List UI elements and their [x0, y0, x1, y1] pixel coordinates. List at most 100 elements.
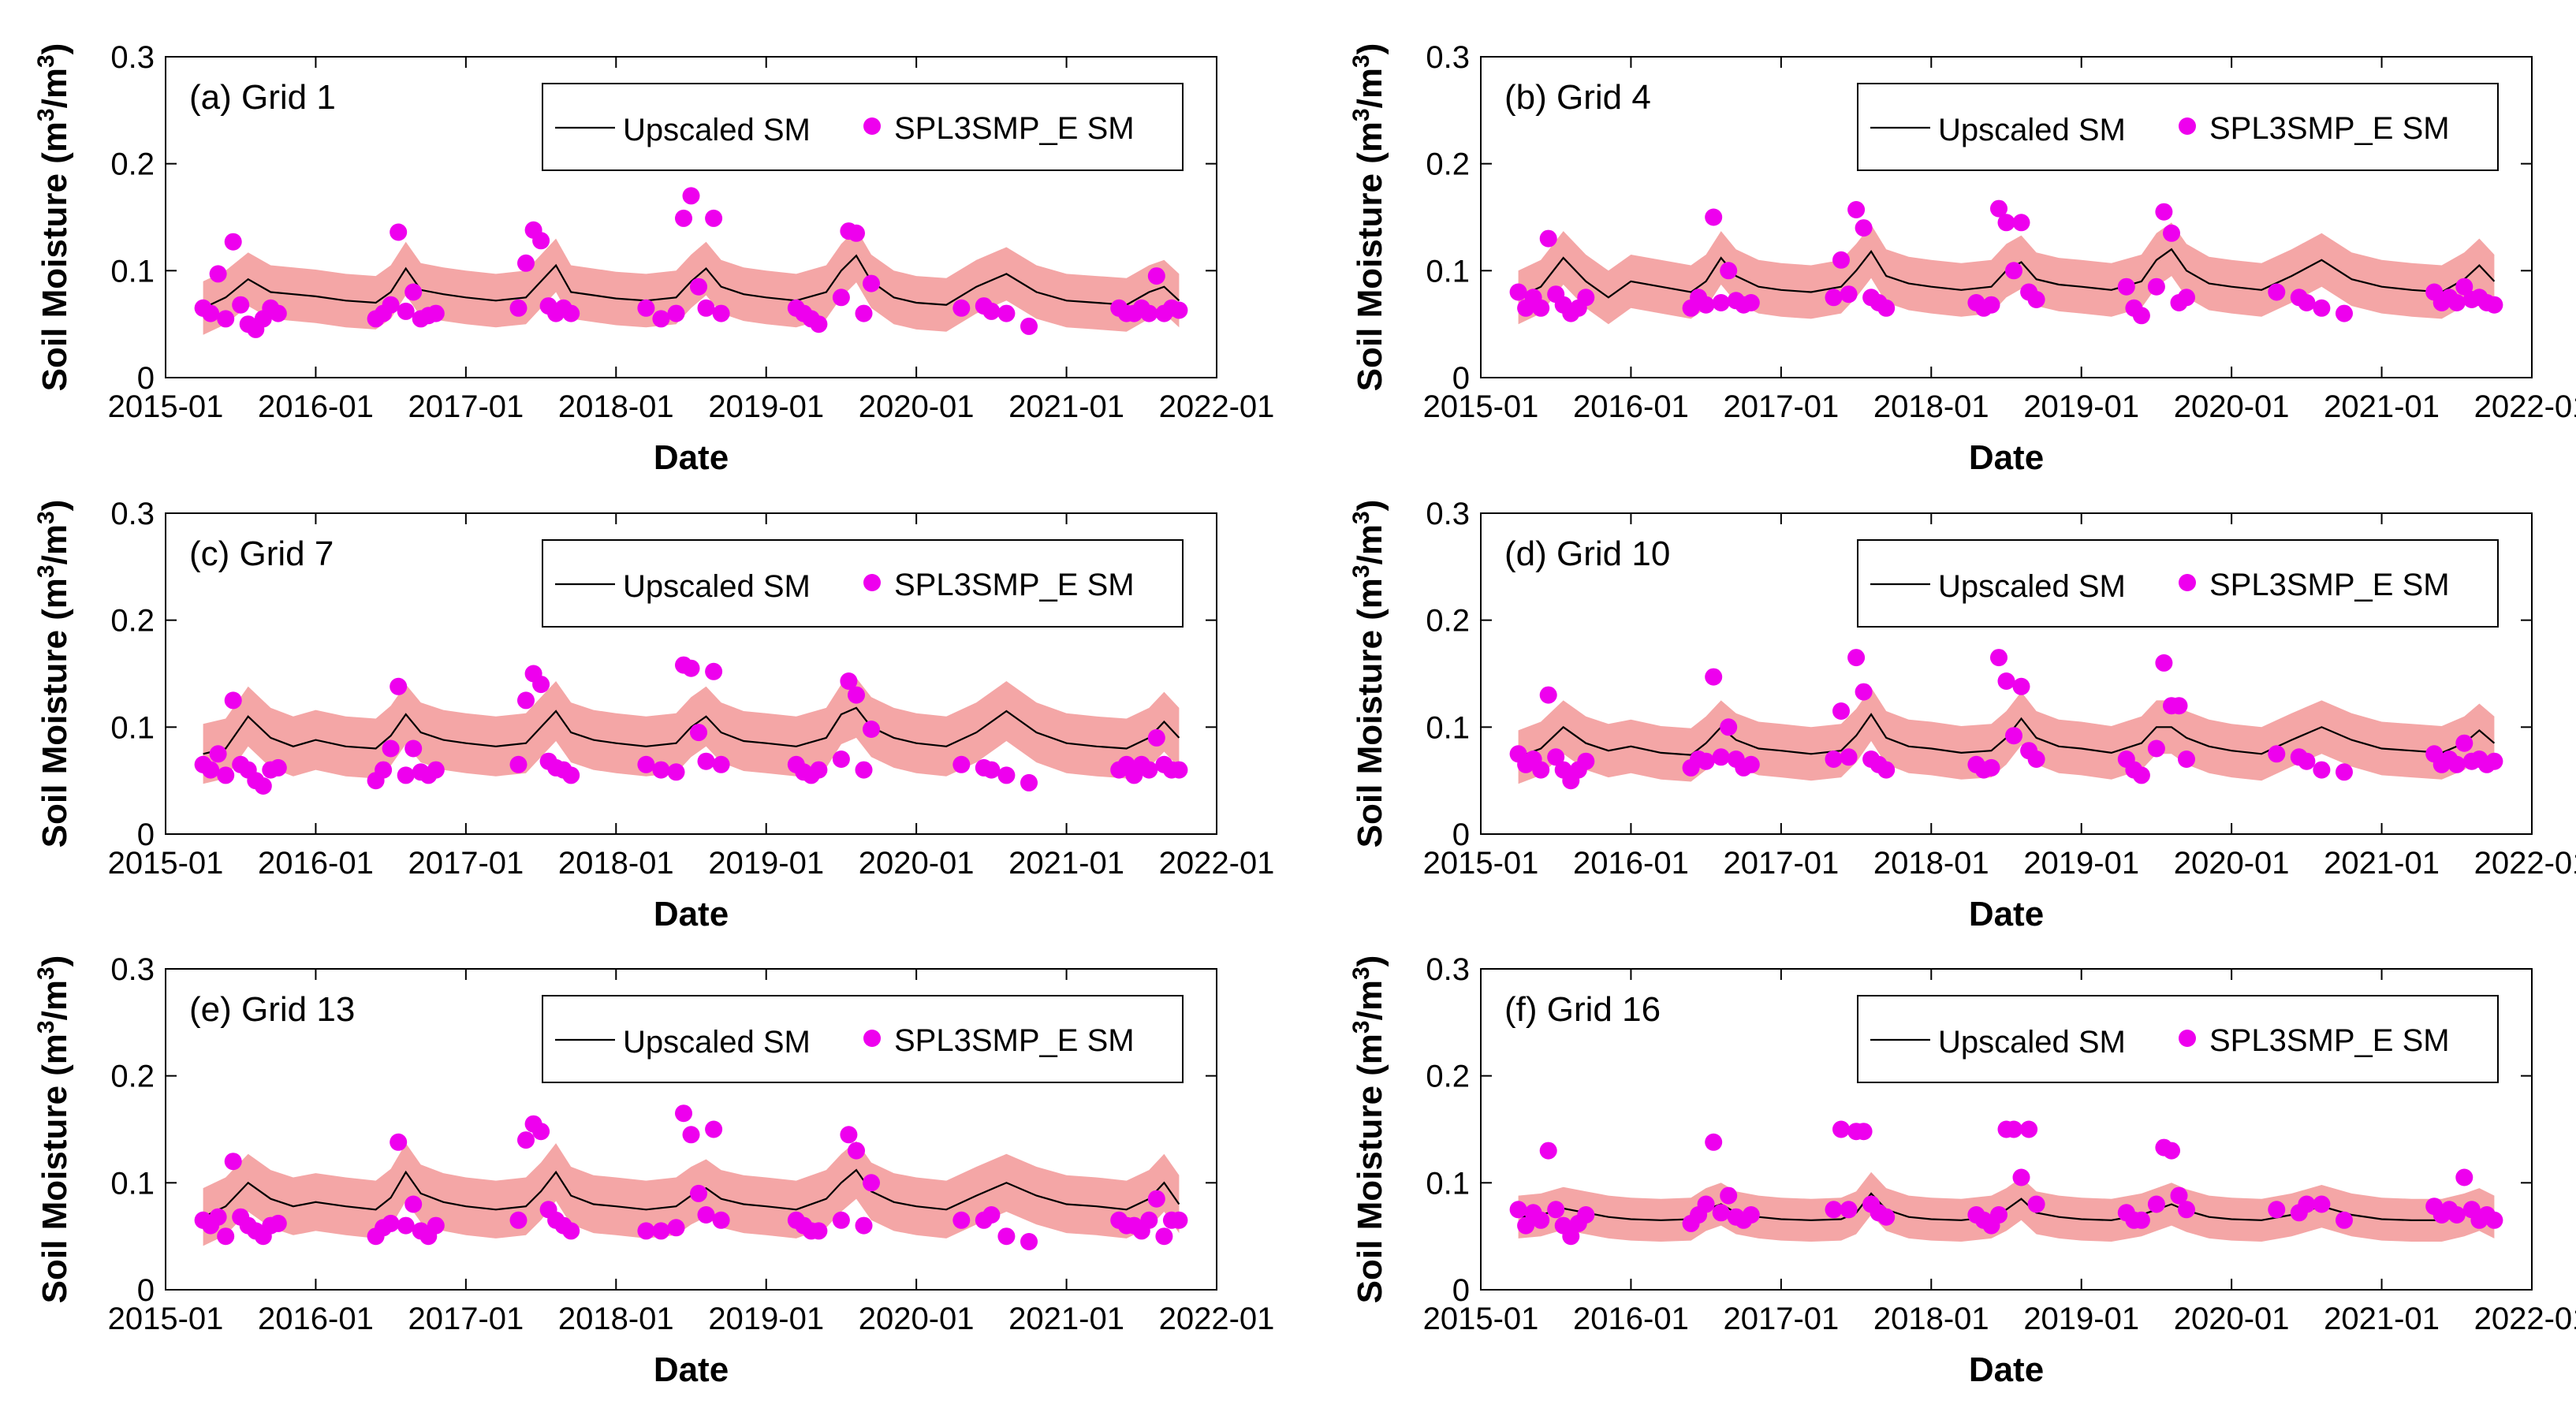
spl3smp-point: [690, 724, 707, 742]
spl3smp-point: [697, 752, 715, 770]
uncertainty-band: [1518, 1171, 2495, 1242]
spl3smp-point: [1577, 752, 1595, 770]
spl3smp-point: [1020, 773, 1038, 792]
panel-title: (d) Grid 10: [1504, 535, 1670, 573]
y-tick-label: 0.2: [1426, 147, 1470, 182]
upscaled-sm-line: [203, 706, 1180, 755]
spl3smp-point: [1509, 283, 1527, 301]
legend-label-upscaled: Upscaled SM: [623, 569, 811, 604]
y-axis-title: Soil Moisture (m3/m3): [1348, 955, 1390, 1304]
x-tick-label: 2020-01: [859, 846, 975, 881]
spl3smp-point: [2005, 727, 2022, 745]
y-tick-label: 0.2: [110, 604, 155, 639]
spl3smp-point: [217, 1227, 235, 1246]
x-tick-label: 2016-01: [258, 389, 374, 424]
spl3smp-point: [1539, 686, 1557, 704]
spl3smp-point: [832, 1211, 850, 1229]
spl3smp-point: [427, 761, 445, 779]
spl3smp-point: [982, 761, 1001, 779]
spl3smp-point: [1517, 1216, 1535, 1235]
spl3smp-point: [1877, 299, 1896, 317]
spl3smp-point: [1742, 1206, 1760, 1224]
spl3smp-point: [952, 1211, 971, 1229]
spl3smp-point: [2313, 1195, 2331, 1213]
y-axis-title-part: ): [1351, 500, 1389, 512]
x-tick-label: 2021-01: [2324, 846, 2440, 881]
spl3smp-point: [667, 304, 685, 322]
y-tick-label: 0.3: [1426, 40, 1470, 75]
y-tick-label: 0: [1452, 1273, 1470, 1308]
spl3smp-point: [1847, 649, 1866, 667]
spl3smp-point: [1705, 668, 1723, 686]
spl3smp-point: [209, 745, 227, 763]
spl3smp-point: [382, 739, 400, 758]
spl3smp-point: [1140, 1211, 1158, 1229]
panel-title: (e) Grid 13: [189, 990, 355, 1029]
x-tick-label: 2015-01: [108, 846, 224, 881]
y-tick-label: 0.1: [110, 710, 155, 745]
spl3smp-point: [2170, 1186, 2188, 1205]
y-tick-label: 0: [137, 361, 155, 396]
axes-frame: [1480, 512, 2533, 835]
legend-label-spl3smp: SPL3SMP_E SM: [894, 1023, 1135, 1058]
upscaled-sm-line: [203, 1168, 1180, 1218]
x-tick-label: 2022-01: [2474, 389, 2576, 424]
spl3smp-point: [224, 1153, 242, 1171]
x-tick-label: 2016-01: [1573, 1302, 1689, 1336]
y-tick-label: 0: [137, 1273, 155, 1308]
x-tick-label: 2021-01: [1008, 846, 1124, 881]
spl3smp-point: [1825, 289, 1843, 307]
spl3smp-point: [832, 289, 850, 307]
spl3smp-point: [848, 224, 865, 242]
spl3smp-point: [697, 1206, 715, 1224]
spl3smp-point: [863, 1174, 880, 1192]
legend-dot-swatch: [863, 117, 881, 135]
spl3smp-point: [2455, 1168, 2473, 1186]
spl3smp-point: [1140, 304, 1158, 322]
spl3smp-point: [997, 766, 1016, 784]
x-tick-label: 2019-01: [708, 389, 824, 424]
x-tick-label: 2015-01: [1423, 389, 1539, 424]
x-tick-label: 2015-01: [108, 1302, 224, 1336]
legend-label-spl3smp: SPL3SMP_E SM: [894, 568, 1135, 602]
legend-label-upscaled: Upscaled SM: [623, 113, 811, 147]
spl3smp-point: [1712, 1204, 1730, 1222]
spl3smp-point: [2178, 751, 2195, 768]
spl3smp-point: [810, 315, 828, 333]
x-tick-label: 2017-01: [1723, 1302, 1839, 1336]
spl3smp-point: [952, 755, 971, 773]
spl3smp-point: [269, 1214, 287, 1232]
spl3smp-point: [1832, 702, 1850, 720]
spl3smp-point: [667, 763, 685, 781]
spl3smp-point: [712, 1211, 730, 1229]
spl3smp-point: [202, 304, 220, 322]
spl3smp-point: [675, 1104, 692, 1123]
spl3smp-point: [404, 1195, 423, 1213]
legend-box: [1857, 995, 2499, 1083]
spl3smp-point: [2117, 278, 2135, 296]
y-axis-title-part: Soil Moisture (m: [1351, 121, 1389, 391]
legend-dot-swatch: [863, 574, 881, 591]
y-axis-title-part: Soil Moisture (m: [1351, 1034, 1389, 1303]
spl3smp-point: [697, 299, 715, 317]
spl3smp-point: [848, 1142, 865, 1160]
x-tick-label: 2015-01: [1423, 846, 1539, 881]
spl3smp-point: [652, 761, 670, 779]
spl3smp-point: [2132, 1211, 2150, 1229]
spl3smp-point: [1742, 755, 1760, 773]
spl3smp-point: [232, 296, 250, 314]
x-tick-label: 2022-01: [1159, 1302, 1275, 1336]
spl3smp-point: [2313, 761, 2331, 779]
spl3smp-point: [1532, 299, 1550, 317]
y-axis-title: Soil Moisture (m3/m3): [1348, 500, 1390, 848]
spl3smp-point: [855, 761, 873, 779]
spl3smp-point: [427, 304, 445, 322]
spl3smp-point: [2336, 1211, 2353, 1229]
spl3smp-point: [562, 766, 580, 784]
spl3smp-point: [712, 304, 730, 322]
spl3smp-point: [2012, 677, 2030, 695]
x-tick-label: 2021-01: [1008, 389, 1124, 424]
x-tick-label: 2020-01: [2174, 846, 2290, 881]
spl3smp-point: [397, 766, 415, 784]
